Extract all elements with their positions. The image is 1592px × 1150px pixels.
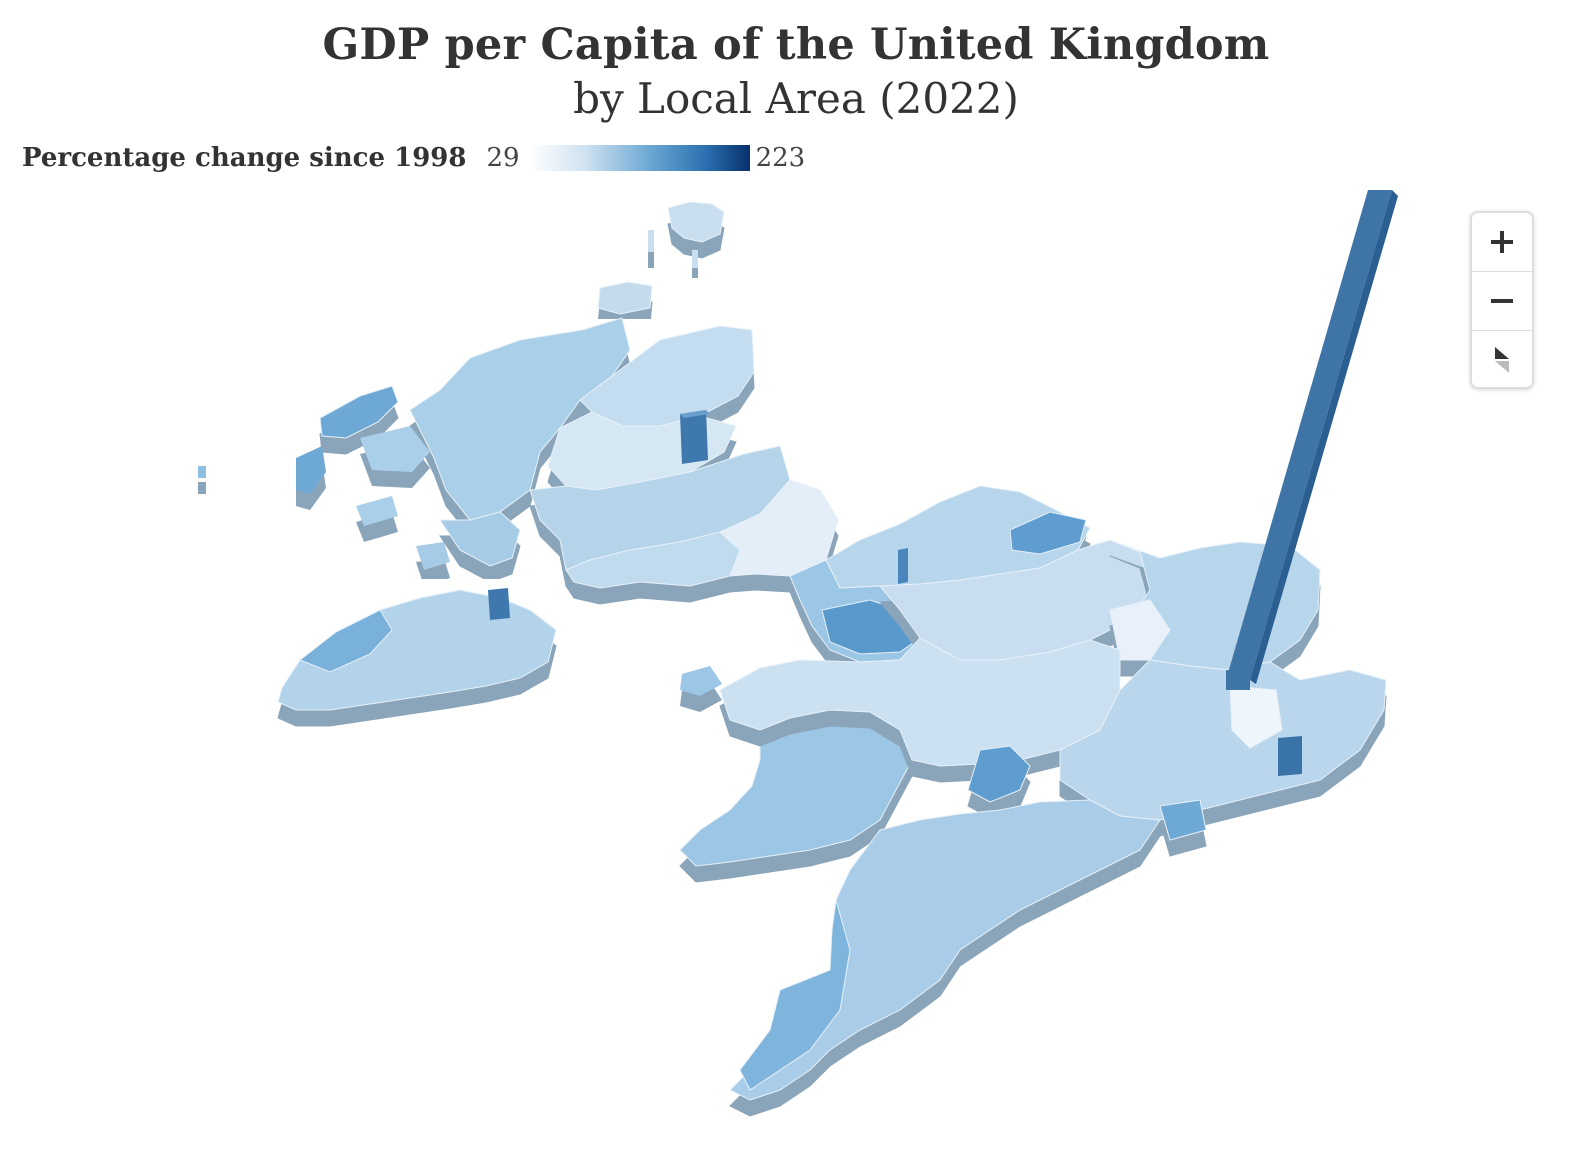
spike-belfast[interactable] xyxy=(488,588,510,620)
legend-min-value: 29 xyxy=(486,143,520,173)
uk-3d-map[interactable] xyxy=(0,190,1592,1150)
spike-aberdeen[interactable] xyxy=(680,410,710,464)
region-north-west-england[interactable] xyxy=(789,559,921,663)
region-scottish-borders[interactable] xyxy=(565,479,839,589)
plus-icon xyxy=(1491,231,1513,253)
region-highlands[interactable] xyxy=(356,317,631,526)
region-northern-ireland[interactable] xyxy=(277,589,557,711)
region-outer-hebrides[interactable] xyxy=(198,385,399,494)
minus-icon xyxy=(1491,299,1513,303)
reset-bearing-button[interactable] xyxy=(1472,330,1532,389)
region-london-south-east[interactable] xyxy=(1059,659,1387,841)
zoom-out-button[interactable] xyxy=(1472,271,1532,330)
map-title: GDP per Capita of the United Kingdom xyxy=(322,20,1270,70)
zoom-in-button[interactable] xyxy=(1472,213,1532,271)
region-north-east-england[interactable] xyxy=(825,485,1091,589)
region-orkney[interactable] xyxy=(597,281,653,315)
region-wales[interactable] xyxy=(679,666,913,867)
legend-title: Percentage change since 1998 xyxy=(22,143,467,173)
region-argyll[interactable] xyxy=(416,511,521,570)
region-midlands[interactable] xyxy=(719,637,1121,803)
legend-gradient-bar xyxy=(529,145,750,171)
region-south-west-england[interactable] xyxy=(729,799,1161,1101)
spike-reading[interactable] xyxy=(1278,736,1302,776)
map-subtitle: by Local Area (2022) xyxy=(573,74,1019,123)
color-legend: Percentage change since 1998 29 223 xyxy=(22,140,805,176)
spike-edinburgh[interactable] xyxy=(898,548,908,584)
region-shetland[interactable] xyxy=(648,201,725,268)
spike-city-of-london[interactable] xyxy=(1226,190,1398,690)
region-aberdeenshire[interactable] xyxy=(579,325,755,427)
map-canvas[interactable] xyxy=(0,190,1592,1150)
legend-max-value: 223 xyxy=(755,143,806,173)
compass-icon xyxy=(1495,347,1509,373)
map-zoom-controls xyxy=(1470,211,1534,389)
